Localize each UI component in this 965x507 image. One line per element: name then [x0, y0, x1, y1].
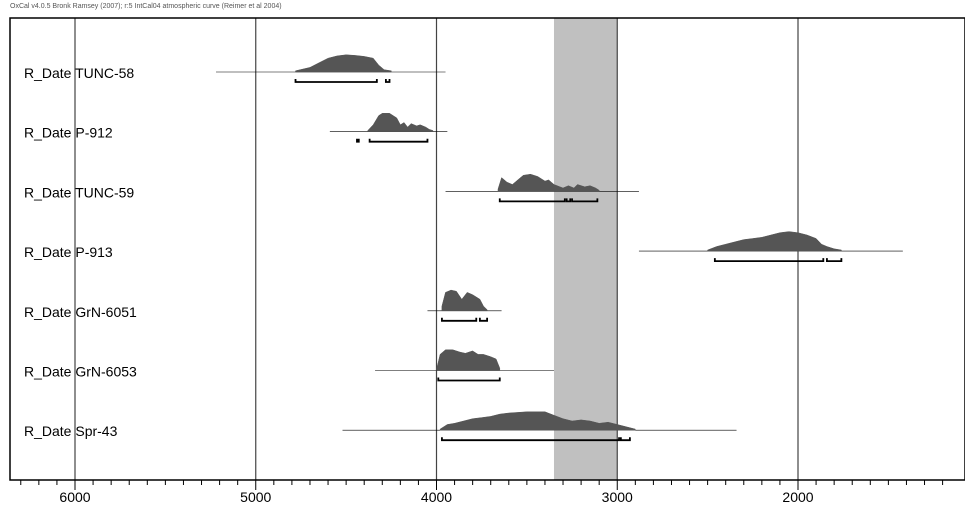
date-row-p-913: [638, 231, 903, 262]
axis-label-3000: 3000: [602, 489, 633, 505]
distribution-p-913: [707, 231, 842, 252]
distribution-grn-6053: [436, 349, 501, 371]
distribution-p-912: [367, 113, 434, 132]
range-bracket-grn-6051-0: [441, 317, 478, 322]
date-row-grn-6053: [375, 349, 554, 382]
labels-layer: R_Date TUNC-58 R_Date P-912 R_Date TUNC-59…: [24, 65, 137, 439]
date-label-tunc-58: R_Date TUNC-58: [24, 65, 134, 81]
date-row-tunc-59: [445, 173, 639, 203]
date-row-spr-43: [342, 411, 737, 442]
axis-label-5000: 5000: [240, 489, 271, 505]
range-bracket-p-913-0: [713, 258, 825, 262]
range-bracket-spr-43-0: [441, 437, 620, 442]
band-layer: [553, 18, 618, 480]
date-label-grn-6053: R_Date GrN-6053: [24, 364, 137, 380]
axis-label-6000: 6000: [59, 489, 90, 505]
date-label-grn-6051: R_Date GrN-6051: [24, 304, 137, 320]
grid-layer: [74, 18, 799, 480]
date-row-tunc-58: [215, 54, 446, 83]
distribution-grn-6051: [441, 289, 488, 312]
distribution-spr-43: [439, 411, 636, 431]
date-row-grn-6051: [427, 289, 502, 322]
range-bracket-tunc-58-1: [384, 79, 391, 83]
range-bracket-p-913-1: [826, 258, 843, 262]
chart-header-caption: OxCal v4.0.5 Bronk Ramsey (2007); r:5 In…: [10, 3, 282, 10]
range-bracket-tunc-58-0: [294, 79, 378, 83]
date-label-p-913: R_Date P-913: [24, 244, 113, 260]
distributions-layer: [215, 54, 903, 442]
date-label-spr-43: R_Date Spr-43: [24, 423, 118, 439]
range-bracket-spr-43-1: [619, 437, 631, 442]
date-label-p-912: R_Date P-912: [24, 125, 113, 141]
distribution-tunc-59: [497, 173, 600, 192]
highlight-band: [553, 18, 618, 480]
date-label-tunc-59: R_Date TUNC-59: [24, 184, 134, 200]
range-bracket-p-912-0: [356, 138, 360, 143]
range-bracket-tunc-59-0: [498, 198, 566, 203]
axis-label-4000: 4000: [421, 489, 452, 505]
range-bracket-tunc-59-1: [565, 198, 572, 203]
range-bracket-grn-6051-1: [478, 317, 489, 322]
range-bracket-p-912-1: [368, 138, 429, 143]
date-row-p-912: [329, 113, 448, 143]
range-bracket-tunc-59-2: [571, 198, 599, 203]
axis-label-2000: 2000: [782, 489, 813, 505]
range-bracket-grn-6053-0: [437, 377, 501, 382]
axis-layer: 6000 5000 4000 3000 2000: [20, 480, 944, 505]
plot-frame: [9, 17, 965, 481]
distribution-tunc-58: [295, 54, 392, 73]
